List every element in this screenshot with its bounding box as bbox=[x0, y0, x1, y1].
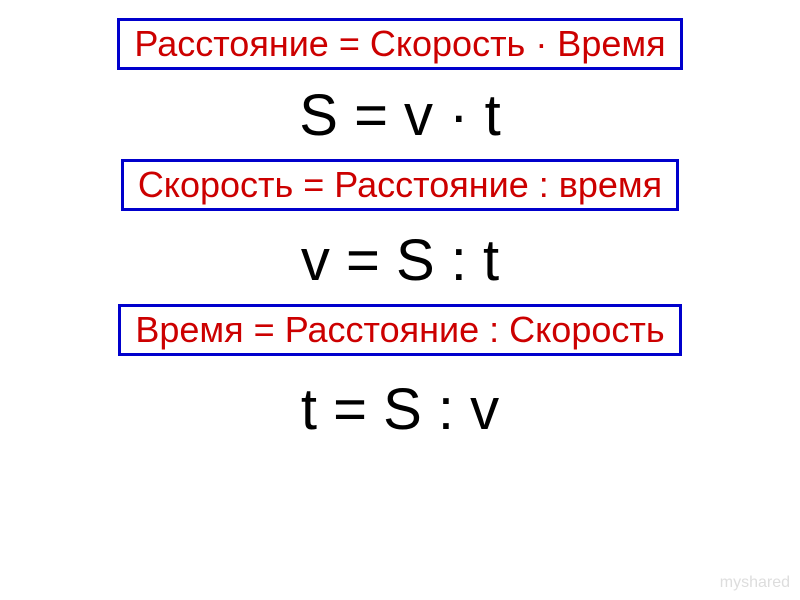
distance-word-equation: Расстояние = Скорость · Время bbox=[134, 23, 665, 65]
time-word-box: Время = Расстояние : Скорость bbox=[118, 304, 681, 356]
speed-word-box: Скорость = Расстояние : время bbox=[121, 159, 679, 211]
distance-word-box: Расстояние = Скорость · Время bbox=[117, 18, 682, 70]
distance-symbol-equation: S = v · t bbox=[299, 82, 500, 149]
speed-symbol-equation: v = S : t bbox=[301, 227, 499, 294]
time-symbol-equation: t = S : v bbox=[301, 376, 499, 443]
watermark-text: myshared bbox=[720, 574, 790, 592]
speed-word-equation: Скорость = Расстояние : время bbox=[138, 164, 662, 206]
slide-container: Расстояние = Скорость · Время S = v · t … bbox=[0, 0, 800, 600]
time-word-equation: Время = Расстояние : Скорость bbox=[135, 309, 664, 351]
